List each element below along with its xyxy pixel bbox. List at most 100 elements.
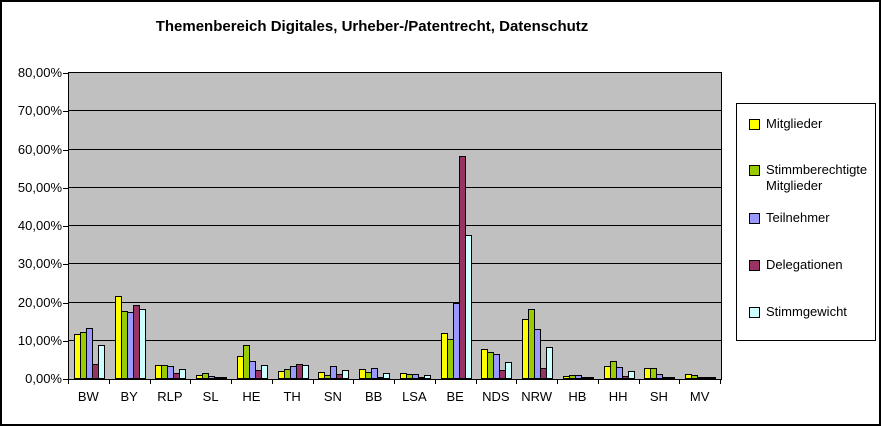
bar-bw-series-2	[85, 328, 93, 379]
bar-by-series-4	[138, 308, 146, 379]
bar-sl-series-4	[220, 377, 228, 379]
legend-label: Teilnehmer	[766, 210, 830, 225]
x-axis-label-bb: BB	[364, 389, 383, 404]
y-axis-tick-mark	[63, 111, 68, 113]
x-axis-label-sn: SN	[323, 389, 342, 404]
chart-title: Themenbereich Digitales, Urheber-/Patent…	[155, 18, 589, 35]
x-axis-label-he: HE	[242, 389, 261, 404]
y-axis-tick-mark	[63, 73, 68, 74]
gridline	[69, 301, 721, 303]
x-axis-label-sh: SH	[649, 389, 668, 404]
gridline	[69, 148, 721, 150]
bar-rlp-series-4	[179, 369, 187, 379]
bar-mv-series-4	[709, 377, 717, 379]
bar-bw-series-4	[97, 344, 105, 379]
gridline	[69, 225, 721, 226]
legend-item-delegationen: Delegationen	[749, 257, 843, 273]
y-axis-tick-mark	[63, 264, 68, 266]
x-axis-label-be: BE	[446, 389, 464, 404]
bar-sh-series-1	[650, 367, 658, 379]
legend-item-stimmgewicht: Stimmgewicht	[749, 304, 847, 320]
y-axis-tick-mark	[63, 379, 68, 380]
bar-he-series-2	[248, 361, 256, 379]
gridline	[69, 110, 721, 112]
bar-he-series-4	[260, 365, 268, 379]
bar-sn-series-4	[342, 370, 350, 379]
bar-hb-series-4	[586, 376, 594, 379]
x-axis-label-hh: HH	[608, 389, 628, 404]
x-axis-tick-mark	[434, 380, 436, 384]
legend-color-swatch	[749, 307, 760, 318]
bar-bb-series-4	[383, 372, 391, 379]
legend-item-stimmberechtigte-mitglieder: Stimmberechtigte Mitglieder	[749, 162, 871, 194]
x-axis-tick-mark	[68, 380, 69, 384]
x-axis-label-bw: BW	[77, 389, 99, 404]
gridline	[69, 263, 721, 265]
legend-label: Delegationen	[766, 257, 843, 272]
bar-hh-series-2	[615, 366, 623, 379]
x-axis-tick-mark	[475, 380, 477, 384]
y-axis-tick-mark	[63, 340, 68, 342]
y-axis-tick-label: 20,00%	[17, 294, 62, 310]
legend-label: Stimmgewicht	[766, 304, 847, 319]
legend-label: Mitglieder	[766, 116, 823, 131]
y-axis-tick-label: 0,00%	[25, 371, 62, 386]
bar-rlp-series-2	[167, 366, 175, 379]
x-axis-tick-mark	[638, 380, 640, 384]
x-axis-tick-mark	[720, 380, 721, 384]
x-axis-tick-mark	[516, 380, 518, 384]
legend-color-swatch	[749, 213, 760, 224]
y-axis-tick-mark	[63, 226, 68, 227]
x-axis-tick-mark	[353, 380, 355, 384]
gridline	[69, 339, 721, 341]
x-axis-tick-mark	[108, 380, 110, 384]
y-axis-tick-label: 50,00%	[17, 179, 62, 195]
bar-th-series-4	[301, 365, 309, 379]
x-axis-label-hb: HB	[568, 389, 587, 404]
legend-item-mitglieder: Mitglieder	[749, 116, 822, 132]
bar-sh-series-4	[668, 377, 676, 379]
x-axis-label-sl: SL	[202, 389, 219, 404]
x-axis-tick-mark	[190, 380, 192, 384]
legend-color-swatch	[749, 165, 760, 176]
bar-nrw-series-2	[534, 328, 542, 379]
x-axis-tick-mark	[312, 380, 314, 384]
y-axis-tick-label: 10,00%	[17, 332, 62, 348]
bar-be-series-4	[464, 235, 472, 379]
y-axis-tick-mark	[63, 302, 68, 304]
legend-label: Stimmberechtigte Mitglieder	[766, 162, 868, 193]
bar-lsa-series-4	[423, 375, 431, 379]
x-axis-label-lsa: LSA	[402, 389, 427, 404]
x-axis-label-th: TH	[283, 389, 301, 404]
y-axis-tick-label: 40,00%	[17, 218, 62, 233]
x-axis-label-nrw: NRW	[521, 389, 553, 404]
x-axis-tick-mark	[149, 380, 151, 384]
x-axis-tick-mark	[597, 380, 599, 384]
bar-bb-series-2	[371, 368, 379, 379]
y-axis-tick-mark	[63, 187, 68, 189]
plot-area	[68, 72, 722, 380]
bar-nds-series-2	[493, 354, 501, 379]
x-axis-tick-mark	[394, 380, 395, 384]
x-axis-tick-mark	[231, 380, 232, 384]
y-axis-tick-label: 70,00%	[17, 103, 62, 119]
x-axis-label-by: BY	[120, 389, 138, 404]
legend-item-teilnehmer: Teilnehmer	[749, 210, 830, 226]
bar-nrw-series-4	[546, 347, 554, 379]
bar-sl-series-1	[202, 372, 210, 379]
bar-sh-series-2	[656, 374, 664, 379]
bar-hh-series-4	[627, 370, 635, 379]
x-axis-tick-mark	[271, 380, 273, 384]
x-axis-label-nds: NDS	[482, 389, 510, 404]
x-axis-tick-mark	[557, 380, 558, 384]
y-axis-tick-label: 30,00%	[17, 256, 62, 272]
gridline	[69, 186, 721, 188]
legend-color-swatch	[749, 119, 760, 130]
y-axis-tick-label: 60,00%	[17, 141, 62, 157]
legend-color-swatch	[749, 260, 760, 271]
bar-lsa-series-2	[411, 374, 419, 379]
bar-nds-series-4	[505, 361, 513, 379]
legend: Mitglieder Stimmberechtigte Mitglieder Tei…	[736, 103, 876, 341]
y-axis-tick-mark	[63, 149, 68, 151]
